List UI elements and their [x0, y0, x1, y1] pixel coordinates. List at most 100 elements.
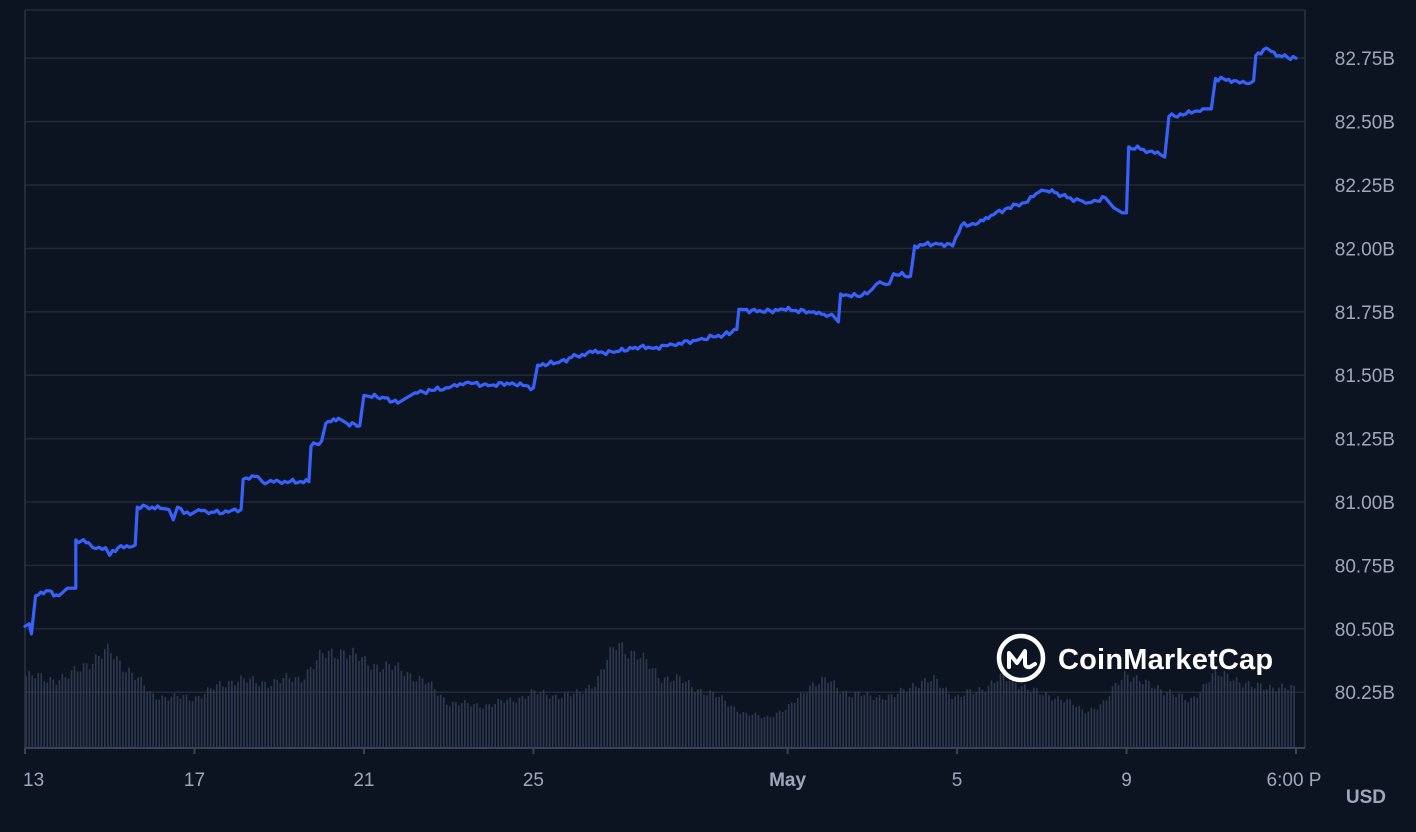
volume-bar: [1266, 689, 1268, 748]
volume-bar: [648, 668, 651, 748]
volume-bar: [1290, 685, 1292, 748]
volume-bar: [88, 669, 91, 748]
volume-bar: [1238, 682, 1241, 748]
volume-bar: [990, 680, 993, 748]
volume-bar: [1105, 700, 1108, 748]
volume-bar: [1132, 677, 1135, 748]
volume-bar: [222, 686, 224, 748]
volume-bar: [615, 649, 618, 748]
volume-bar: [1199, 692, 1202, 748]
volume-bar: [364, 655, 366, 748]
volume-bar: [666, 676, 669, 748]
volume-bar: [91, 663, 94, 748]
volume-bar: [1014, 682, 1017, 748]
volume-bar: [663, 677, 666, 748]
volume-bar: [1005, 681, 1008, 748]
volume-bar: [143, 685, 145, 748]
volume-bar: [421, 678, 424, 748]
volume-bar: [1284, 687, 1286, 748]
volume-bar: [539, 691, 542, 748]
volume-bar: [161, 695, 164, 748]
volume-bar: [769, 717, 772, 748]
volume-bar: [430, 681, 433, 748]
volume-bar: [1117, 685, 1120, 748]
volume-bar: [954, 696, 956, 748]
volume-bar: [433, 689, 436, 748]
volume-bar: [164, 697, 167, 748]
watermark-text: CoinMarketCap: [1058, 644, 1273, 676]
volume-bar: [911, 682, 914, 748]
volume-bar: [279, 683, 282, 748]
volume-bar: [194, 696, 197, 748]
volume-bar: [94, 654, 97, 748]
volume-bar: [715, 697, 717, 748]
volume-bar: [630, 650, 633, 748]
volume-bar: [890, 693, 893, 748]
volume-bar: [978, 687, 981, 748]
volume-bar: [675, 674, 678, 748]
volume-bar: [485, 704, 487, 748]
coinmarketcap-logo-icon: [996, 633, 1046, 683]
volume-bar: [197, 696, 200, 748]
volume-bar: [688, 679, 690, 748]
volume-bar: [836, 687, 838, 748]
volume-bar: [1229, 681, 1232, 748]
x-axis-ticks: 13 17 21 25 May 5 9 6:00 P: [23, 748, 1321, 791]
volume-bar: [1111, 686, 1114, 748]
volume-bar: [1108, 696, 1111, 748]
volume-bar: [918, 688, 920, 748]
volume-bar: [603, 669, 605, 748]
volume-bar: [134, 679, 136, 748]
volume-bar: [218, 681, 221, 748]
volume-bar: [67, 678, 70, 748]
volume-bar: [1051, 700, 1053, 748]
volume-bar: [800, 692, 802, 748]
volume-bar: [966, 689, 969, 748]
volume-bar: [1275, 691, 1277, 748]
volume-bar: [1060, 699, 1062, 748]
volume-bar: [1120, 679, 1123, 748]
volume-bar: [512, 701, 515, 748]
volume-bar: [609, 647, 611, 748]
volume-bar: [872, 699, 875, 748]
volume-bar: [1129, 681, 1132, 748]
volume-bar: [1002, 674, 1005, 748]
volume-bar: [297, 676, 300, 748]
volume-bar: [669, 682, 672, 748]
volume-bar: [1175, 696, 1177, 748]
volume-bar: [1063, 702, 1065, 748]
volume-bar: [1096, 709, 1099, 748]
volume-bar: [246, 682, 248, 748]
volume-bar: [718, 696, 720, 748]
volume-bar: [763, 717, 766, 748]
volume-bar: [1226, 673, 1229, 748]
volume-bar: [397, 662, 400, 748]
volume-bar: [833, 680, 835, 748]
volume-bar: [346, 658, 348, 748]
volume-bar: [760, 718, 763, 748]
volume-bar: [881, 699, 884, 748]
volume-bar: [700, 688, 702, 748]
volume-bar: [594, 686, 596, 748]
volume-bar: [993, 683, 996, 748]
volume-bar: [415, 681, 418, 748]
volume-bar: [43, 681, 46, 748]
volume-bar: [479, 707, 481, 748]
volume-bar: [866, 691, 869, 748]
volume-bar: [1293, 685, 1295, 748]
volume-bar: [270, 685, 273, 748]
volume-bar: [784, 709, 787, 748]
volume-bar: [476, 703, 478, 748]
volume-bar: [857, 691, 860, 748]
volume-bar: [1187, 702, 1189, 748]
volume-bar: [806, 693, 808, 748]
volume-bar: [1259, 683, 1262, 748]
volume-bar: [582, 693, 584, 748]
volume-bar: [842, 691, 844, 748]
volume-bar: [521, 695, 524, 748]
volume-bar: [563, 692, 566, 748]
volume-bar: [742, 711, 745, 748]
volume-bar: [636, 659, 639, 748]
volume-bar: [1214, 669, 1217, 748]
